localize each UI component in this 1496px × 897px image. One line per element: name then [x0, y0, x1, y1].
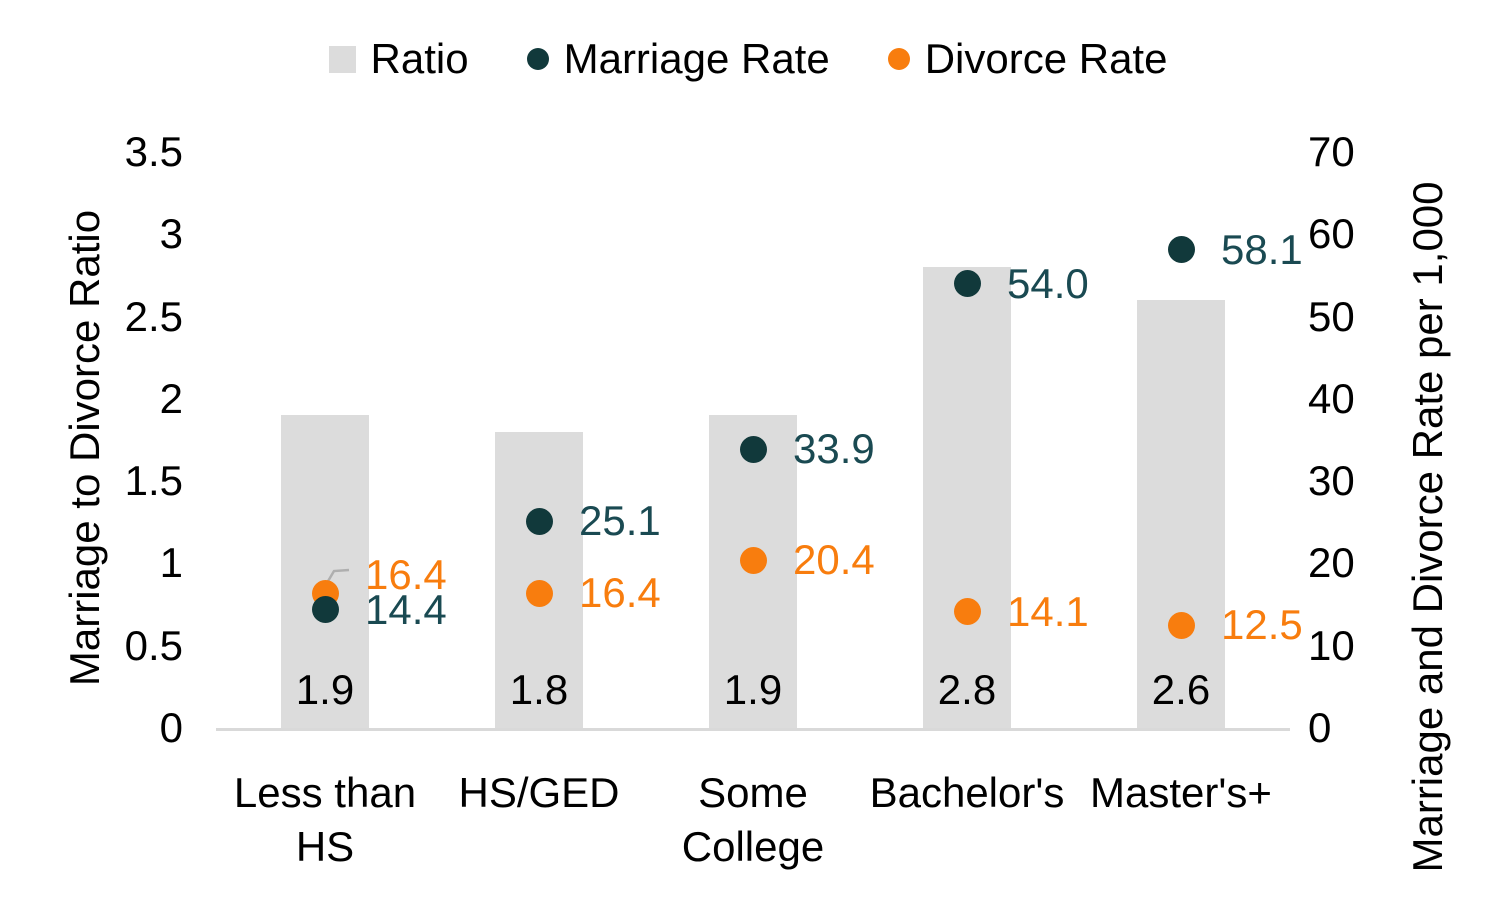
legend-label-marriage-rate: Marriage Rate	[563, 35, 830, 82]
marriage-rate-swatch-icon	[526, 48, 549, 70]
left-axis-tick-label: 0.5	[124, 621, 183, 669]
right-axis-tick-label: 0	[1308, 704, 1332, 751]
marriage-rate-point	[525, 507, 553, 535]
bar-value-label: 1.8	[509, 666, 569, 713]
x-axis-category-label: Less than HS	[233, 769, 417, 870]
bar-value-label: 1.9	[295, 666, 355, 713]
right-axis-tick-label: 70	[1308, 128, 1355, 175]
left-axis-tick-label: 1.5	[124, 457, 183, 505]
divorce-rate-point	[1167, 611, 1195, 639]
marriage-rate-point	[1167, 236, 1195, 264]
left-axis-tick-label: 3.5	[124, 128, 183, 175]
right-axis-tick-label: 40	[1308, 374, 1355, 422]
right-axis-tick-label: 60	[1308, 210, 1355, 258]
x-axis-category-label: Master's+	[1090, 769, 1272, 816]
ratio-bar	[1137, 300, 1225, 728]
marriage-rate-point	[739, 435, 767, 463]
marriage-rate-point	[311, 596, 339, 623]
data-label: 33.9	[793, 425, 875, 473]
ratio-bar	[923, 267, 1011, 728]
bar-value-label: 2.6	[1151, 666, 1211, 713]
divorce-rate-point	[739, 546, 767, 574]
legend-item-ratio: Ratio	[328, 35, 469, 82]
x-axis-category-label: HS/GED	[458, 769, 620, 816]
right-axis-tick-label: 30	[1308, 457, 1355, 505]
data-label: 14.1	[1007, 587, 1089, 635]
legend-item-marriage-rate: Marriage Rate	[526, 35, 830, 82]
right-axis-tick-label: 50	[1308, 292, 1355, 340]
bar-value-label: 1.9	[723, 666, 783, 713]
data-label: 16.4	[579, 569, 661, 617]
data-label: 16.4	[365, 551, 447, 599]
right-axis-tick-label: 20	[1308, 539, 1355, 587]
ratio-swatch-icon	[328, 45, 356, 73]
x-axis-line	[216, 728, 1290, 731]
ratio-bar	[281, 415, 369, 728]
x-axis-category-label: Some College	[681, 769, 825, 870]
data-label: 54.0	[1007, 259, 1089, 307]
left-axis-tick-label: 2	[159, 374, 183, 422]
x-axis-category-label: Bachelor's	[869, 769, 1065, 816]
left-axis-tick-label: 0	[159, 704, 183, 751]
data-label: 58.1	[1221, 225, 1303, 273]
left-axis-tick-label: 1	[159, 539, 183, 587]
legend: Ratio Marriage Rate Divorce Rate	[0, 38, 1496, 80]
data-label: 20.4	[793, 536, 875, 584]
legend-label-ratio: Ratio	[370, 35, 469, 82]
left-axis-tick-label: 2.5	[124, 292, 183, 340]
left-axis-tick-label: 3	[159, 210, 183, 258]
marriage-rate-point	[953, 270, 981, 298]
divorce-rate-swatch-icon	[887, 48, 910, 70]
divorce-rate-point	[953, 598, 981, 626]
data-label: 14.4	[365, 585, 447, 633]
divorce-rate-point	[525, 579, 553, 607]
bar-value-label: 2.8	[937, 666, 997, 713]
legend-item-divorce-rate: Divorce Rate	[887, 35, 1168, 82]
data-label: 25.1	[579, 497, 661, 545]
data-label: 12.5	[1221, 601, 1303, 649]
legend-label-divorce-rate: Divorce Rate	[924, 35, 1168, 82]
right-axis-tick-label: 10	[1308, 621, 1355, 669]
